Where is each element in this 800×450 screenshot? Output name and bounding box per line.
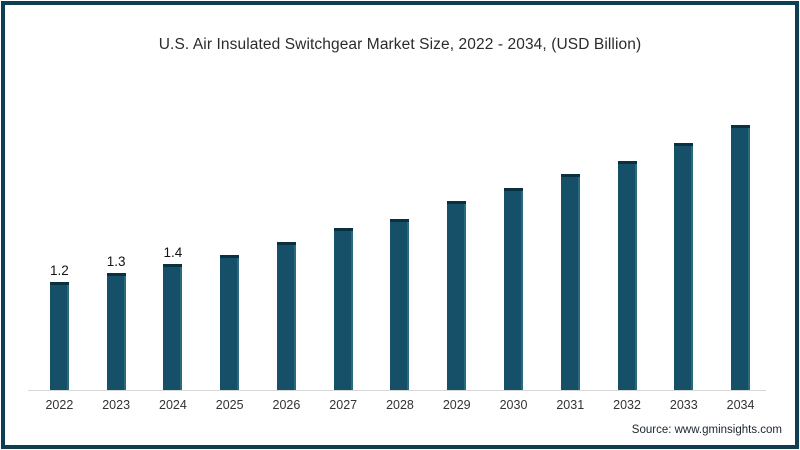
bar-2029 — [447, 201, 467, 390]
x-tick-label: 2022 — [45, 398, 74, 412]
bar-value-label: 1.3 — [106, 253, 126, 269]
x-tick-label: 2026 — [272, 398, 301, 412]
x-tick-label: 2032 — [613, 398, 641, 412]
x-tick-label: 2030 — [499, 398, 528, 412]
x-tick-label: 2031 — [556, 398, 585, 412]
chart-title: U.S. Air Insulated Switchgear Market Siz… — [158, 36, 642, 53]
bar-2032 — [617, 160, 637, 390]
x-axis-labels: 2022 2023 2024 2025 2026 2027 2028 2029 2030 2031… — [31, 398, 769, 412]
x-tick-label: 2023 — [102, 398, 131, 412]
bar-column — [372, 219, 429, 390]
bar-2030 — [504, 187, 523, 390]
bar-2022 — [49, 282, 69, 390]
bar-column — [655, 142, 712, 390]
bar-2027 — [333, 228, 353, 390]
x-tick-label: 2025 — [215, 398, 244, 412]
x-tick-label: 2028 — [386, 398, 414, 412]
bar-2028 — [390, 219, 410, 390]
x-tick-label: 2034 — [726, 398, 755, 412]
bar-column — [258, 241, 315, 390]
bar-column — [542, 174, 599, 390]
bar-2026 — [276, 241, 296, 390]
bar-column: 1.4 — [145, 244, 202, 390]
bar-value-label: 1.4 — [163, 244, 183, 260]
x-axis-line — [28, 390, 766, 391]
bar-value-label: 1.2 — [49, 262, 69, 278]
bar-column — [485, 187, 542, 390]
bar-2031 — [560, 174, 580, 390]
bar-column — [201, 255, 258, 390]
bars-container: 1.2 1.3 1.4 — [31, 124, 769, 390]
bar-column — [315, 228, 372, 390]
x-tick-label: 2024 — [159, 398, 187, 412]
bar-column: 1.3 — [88, 253, 145, 390]
x-tick-label: 2029 — [442, 398, 471, 412]
bar-2034 — [731, 124, 751, 390]
bar-2024 — [163, 264, 183, 390]
bar-2025 — [220, 255, 240, 390]
bar-column — [428, 201, 485, 390]
bar-2033 — [674, 142, 694, 390]
bar-2023 — [106, 273, 126, 390]
x-tick-label: 2033 — [669, 398, 698, 412]
bar-column — [599, 160, 656, 390]
bar-column: 1.2 — [31, 262, 88, 390]
x-tick-label: 2027 — [329, 398, 358, 412]
bar-column — [712, 124, 769, 390]
source-credit: Source: www.gminsights.com — [631, 424, 782, 436]
